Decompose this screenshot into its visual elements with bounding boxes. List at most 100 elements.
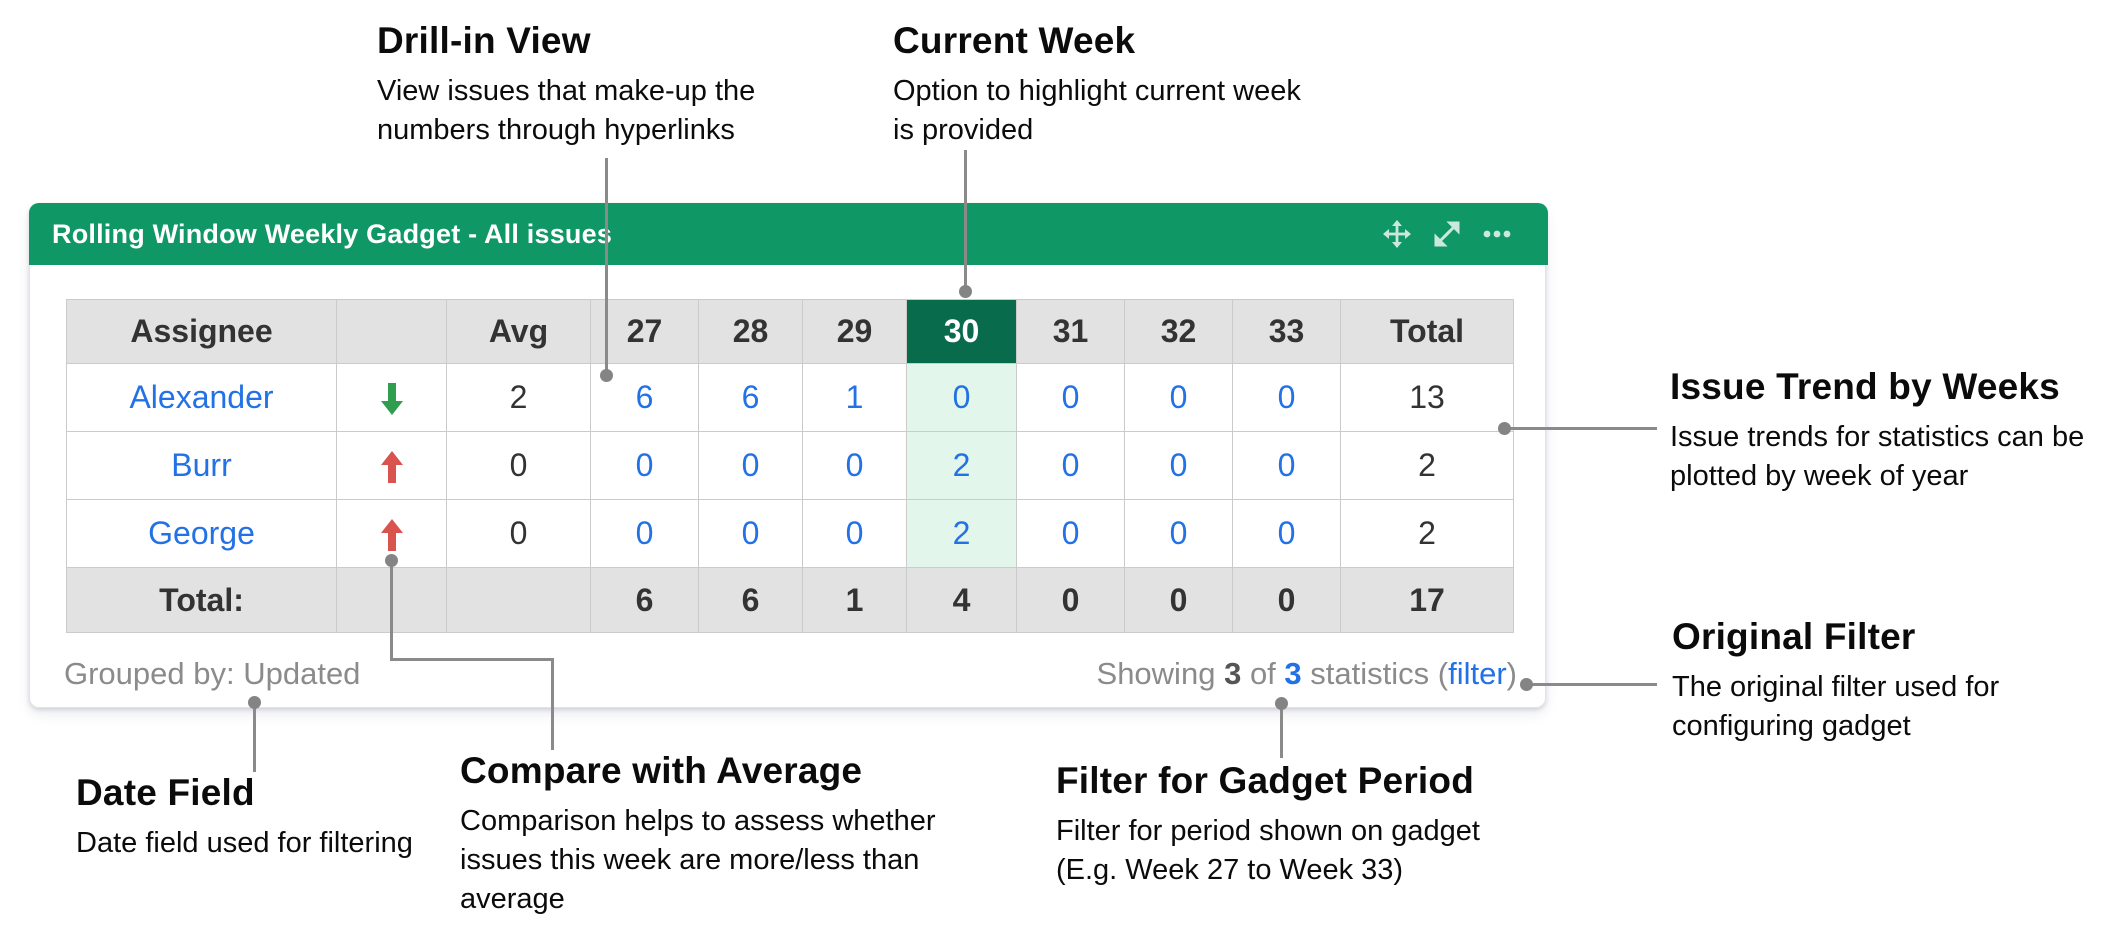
week-cell-current: 2 (906, 431, 1017, 500)
issue-count-link[interactable]: 6 (635, 379, 654, 415)
annotation-heading: Filter for Gadget Period (1056, 760, 1475, 801)
issue-count-link[interactable]: 0 (845, 515, 864, 551)
annotation-line: numbers through hyperlinks (377, 114, 735, 146)
gadget-titlebar: Rolling Window Weekly Gadget - All issue… (29, 203, 1548, 265)
col-header-week-31: 31 (1016, 299, 1125, 364)
issue-count-link[interactable]: 0 (1169, 515, 1188, 551)
week-cell: 0 (1124, 431, 1233, 500)
week-cell: 0 (590, 499, 699, 568)
issue-count-link[interactable]: 0 (845, 447, 864, 483)
connector-original-filter-line (1528, 683, 1657, 686)
annotation-line: Option to highlight current week (893, 75, 1301, 107)
annotation-line: The original filter used for (1672, 671, 2000, 703)
issue-count-link[interactable]: 0 (952, 379, 971, 415)
total-week-cell: 1 (802, 567, 907, 633)
annotation-heading: Compare with Average (460, 750, 863, 791)
connector-original-filter-dot (1520, 678, 1533, 691)
expand-icon[interactable] (1432, 219, 1462, 249)
connector-drill-in-line (605, 158, 608, 372)
issue-count-link[interactable]: 0 (1169, 379, 1188, 415)
grand-total-cell: 17 (1340, 567, 1514, 633)
week-cell: 0 (1124, 499, 1233, 568)
total-week-cell: 6 (590, 567, 699, 633)
issue-count-link[interactable]: 2 (952, 515, 971, 551)
week-cell: 0 (802, 499, 907, 568)
connector-issue-trend-dot (1498, 422, 1511, 435)
annotation-heading: Issue Trend by Weeks (1670, 366, 2060, 407)
week-cell: 0 (1016, 499, 1125, 568)
annotation-filter-gadget-period: Filter for Gadget Period Filter for peri… (1056, 760, 1480, 890)
assignee-link[interactable]: George (148, 515, 255, 551)
total-week-cell: 0 (1232, 567, 1341, 633)
issue-count-link[interactable]: 0 (1277, 447, 1296, 483)
connector-compare-average-dot (385, 554, 398, 567)
issue-count-link[interactable]: 0 (635, 515, 654, 551)
connector-compare-average-line (390, 658, 554, 661)
annotation-line: Date field used for filtering (76, 827, 413, 859)
week-cell: 0 (698, 431, 803, 500)
trend-down-arrow-icon (380, 382, 403, 415)
col-header-assignee: Assignee (66, 299, 337, 364)
ellipsis-icon[interactable] (1482, 219, 1512, 249)
connector-compare-average-line (390, 566, 393, 658)
assignee-cell: George (66, 499, 337, 568)
table-row: Alexander 2 6 6 1 0 0 0 0 13 (66, 363, 1514, 432)
annotation-drill-in-view: Drill-in View View issues that make-up t… (377, 20, 755, 150)
filter-link[interactable]: filter (1448, 656, 1507, 691)
annotation-line: Comparison helps to assess whether (460, 805, 936, 837)
titlebar-icons (1382, 219, 1512, 249)
row-total-cell: 2 (1340, 499, 1514, 568)
annotation-heading: Drill-in View (377, 20, 591, 61)
col-header-week-33: 33 (1232, 299, 1341, 364)
row-total-cell: 13 (1340, 363, 1514, 432)
table-header-row: Assignee Avg 27 28 29 30 31 32 33 Total (66, 299, 1514, 364)
issue-count-link[interactable]: 0 (741, 447, 760, 483)
annotation-line: View issues that make-up the (377, 75, 756, 107)
week-cell: 0 (698, 499, 803, 568)
issue-count-link[interactable]: 0 (1277, 379, 1296, 415)
annotation-line: plotted by week of year (1670, 460, 1969, 492)
week-cell: 0 (1016, 363, 1125, 432)
week-cell: 1 (802, 363, 907, 432)
week-cell: 0 (1232, 363, 1341, 432)
annotation-current-week: Current Week Option to highlight current… (893, 20, 1301, 150)
annotation-heading: Original Filter (1672, 616, 1916, 657)
connector-date-field-line (253, 706, 256, 772)
avg-cell: 0 (446, 431, 591, 500)
annotation-line: average (460, 883, 565, 915)
assignee-link[interactable]: Burr (171, 447, 232, 483)
issue-count-link[interactable]: 0 (741, 515, 760, 551)
annotation-issue-trend: Issue Trend by Weeks Issue trends for st… (1670, 366, 2084, 496)
week-cell: 0 (1232, 499, 1341, 568)
annotation-line: Issue trends for statistics can be (1670, 421, 2085, 453)
annotation-compare-with-average: Compare with Average Comparison helps to… (460, 750, 936, 919)
annotation-date-field: Date Field Date field used for filtering (76, 772, 413, 863)
col-header-week-27: 27 (590, 299, 699, 364)
annotation-line: is provided (893, 114, 1034, 146)
total-week-cell: 0 (1124, 567, 1233, 633)
issue-count-link[interactable]: 1 (845, 379, 864, 415)
trend-cell (336, 363, 447, 432)
move-icon[interactable] (1382, 219, 1412, 249)
issue-count-link[interactable]: 0 (1061, 447, 1080, 483)
annotation-heading: Date Field (76, 772, 255, 813)
week-cell-current: 2 (906, 499, 1017, 568)
week-cell: 0 (1232, 431, 1341, 500)
issue-count-link[interactable]: 0 (1169, 447, 1188, 483)
annotation-heading: Current Week (893, 20, 1136, 61)
week-cell: 0 (590, 431, 699, 500)
issue-count-link[interactable]: 0 (635, 447, 654, 483)
connector-filter-period-line (1280, 704, 1283, 758)
showing-count: 3 (1224, 656, 1242, 691)
issue-count-link[interactable]: 2 (952, 447, 971, 483)
issue-count-link[interactable]: 0 (1277, 515, 1296, 551)
issue-count-link[interactable]: 6 (741, 379, 760, 415)
week-cell: 0 (802, 431, 907, 500)
table-row: George 0 0 0 0 2 0 0 0 2 (66, 499, 1514, 568)
total-week-cell: 6 (698, 567, 803, 633)
assignee-link[interactable]: Alexander (129, 379, 274, 415)
issue-count-link[interactable]: 0 (1061, 379, 1080, 415)
col-header-week-30-current: 30 (906, 299, 1017, 364)
connector-current-week-dot (959, 285, 972, 298)
issue-count-link[interactable]: 0 (1061, 515, 1080, 551)
